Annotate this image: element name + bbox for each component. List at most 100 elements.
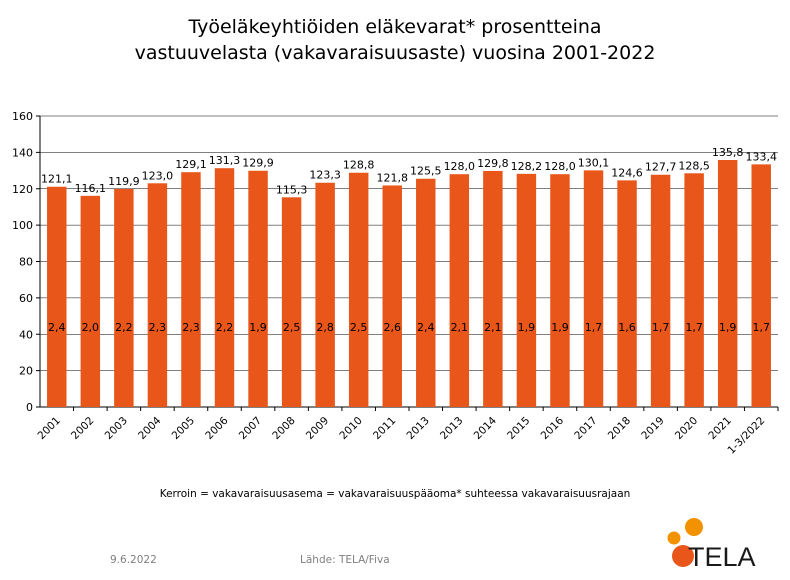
bar-chart: 0 20 40 60 80 100 120 140 160 121,1 2,4 2001 116,1 2,…	[12, 110, 779, 457]
x-tick-label: 2013	[438, 415, 465, 442]
x-tick-label: 2018	[606, 415, 633, 442]
date-label: 9.6.2022	[110, 554, 157, 566]
x-tick-label: 2017	[572, 415, 599, 442]
bar-value-label: 133,4	[745, 150, 777, 163]
x-tick-label: 2016	[539, 414, 567, 442]
bar-value-label: 135,8	[712, 146, 744, 159]
bar	[416, 178, 436, 407]
x-tick-label: 2014	[472, 414, 500, 442]
bar-inner-label: 2,2	[216, 321, 234, 334]
y-tick-label: 120	[12, 183, 33, 196]
bar-value-label: 115,3	[276, 183, 308, 196]
bar-value-label: 128,0	[544, 160, 576, 173]
logo-dot-left-icon	[667, 531, 681, 545]
bar-value-label: 127,7	[645, 161, 677, 174]
bar-value-label: 128,0	[444, 160, 476, 173]
source-label: Lähde: TELA/Fiva	[300, 554, 390, 566]
bar-value-label: 119,9	[108, 175, 140, 188]
logo-dot-main-icon	[672, 545, 694, 567]
bar	[382, 185, 402, 407]
x-tick-label: 2005	[170, 415, 197, 442]
bar-value-label: 131,3	[209, 154, 241, 167]
bar	[181, 172, 201, 407]
x-tick-label: 2001	[36, 415, 63, 442]
x-tick-label: 2008	[270, 415, 297, 442]
bar-inner-label: 2,8	[316, 321, 334, 334]
chart-title-line1: Työeläkeyhtiöiden eläkevarat* prosenttei…	[188, 16, 602, 38]
logo-text: TELA	[688, 542, 756, 572]
bar	[315, 182, 335, 407]
bar-inner-label: 2,1	[484, 321, 502, 334]
x-tick-label: 2011	[371, 415, 398, 442]
x-tick-label: 2004	[136, 414, 164, 442]
bar	[550, 174, 570, 407]
bar-inner-label: 1,9	[551, 321, 569, 334]
bar-inner-label: 2,4	[417, 321, 435, 334]
x-tick-label: 2021	[706, 415, 733, 442]
x-tick-label: 2019	[639, 415, 666, 442]
bar	[114, 188, 134, 407]
bar	[80, 195, 101, 407]
bar-value-label: 116,1	[75, 182, 107, 195]
bar	[449, 174, 470, 407]
bar-value-label: 129,8	[477, 157, 509, 170]
bar	[348, 172, 369, 407]
bar-inner-label: 1,6	[618, 321, 636, 334]
x-tick-label: 2003	[103, 415, 130, 442]
bar	[583, 170, 604, 407]
bar-inner-label: 1,7	[585, 321, 603, 334]
bar	[248, 170, 268, 407]
x-tick-label: 2013	[405, 415, 432, 442]
bar-value-label: 125,5	[410, 165, 442, 178]
bar	[650, 174, 671, 407]
bar-value-label: 128,2	[511, 160, 543, 173]
logo-dot-top-icon	[685, 518, 703, 536]
bar	[214, 168, 235, 407]
bar	[47, 186, 67, 407]
tela-logo: TELA	[667, 518, 756, 572]
bar-value-label: 128,5	[678, 159, 710, 172]
bar-inner-label: 2,1	[451, 321, 469, 334]
bar-value-label: 124,6	[611, 166, 643, 179]
bar	[147, 183, 168, 407]
bar	[516, 173, 537, 407]
x-tick-label: 2010	[337, 415, 364, 442]
y-tick-label: 20	[19, 365, 33, 378]
x-tick-label: 1-3/2022	[725, 415, 767, 457]
x-tick-label: 2007	[237, 415, 264, 442]
bar	[717, 160, 738, 407]
x-tick-label: 2006	[203, 414, 231, 442]
y-tick-label: 0	[26, 401, 33, 414]
y-tick-label: 40	[19, 328, 33, 341]
bar-inner-label: 1,7	[752, 321, 770, 334]
bar-inner-label: 1,7	[652, 321, 670, 334]
bar-inner-label: 2,2	[115, 321, 133, 334]
bar-inner-label: 2,0	[82, 321, 100, 334]
y-tick-label: 160	[12, 110, 33, 123]
bar-inner-label: 2,6	[383, 321, 401, 334]
bar-value-label: 130,1	[578, 156, 610, 169]
x-tick-label: 2020	[673, 415, 700, 442]
bar-inner-label: 2,5	[283, 321, 301, 334]
bar-value-label: 129,9	[242, 157, 274, 170]
bar-inner-label: 2,5	[350, 321, 368, 334]
bar-value-label: 121,1	[41, 173, 73, 186]
x-tick-label: 2015	[505, 415, 532, 442]
bar-inner-label: 1,9	[249, 321, 267, 334]
bar-inner-label: 2,3	[149, 321, 167, 334]
bar	[684, 173, 704, 407]
chart-footnote: Kerroin = vakavaraisuusasema = vakavarai…	[159, 488, 631, 500]
chart-title-line2: vastuuvelasta (vakavaraisuusaste) vuosin…	[134, 42, 656, 64]
x-tick-label: 2009	[304, 415, 331, 442]
bar-value-label: 128,8	[343, 159, 375, 172]
bar-value-label: 123,0	[142, 169, 174, 182]
y-tick-label: 60	[19, 292, 33, 305]
y-tick-label: 100	[12, 219, 33, 232]
bar-value-label: 121,8	[376, 171, 408, 184]
bar	[751, 164, 771, 407]
bar-value-label: 129,1	[175, 158, 207, 171]
bar-inner-label: 2,3	[182, 321, 200, 334]
bar	[281, 197, 302, 407]
y-tick-label: 140	[12, 146, 33, 159]
x-tick-label: 2002	[69, 415, 96, 442]
